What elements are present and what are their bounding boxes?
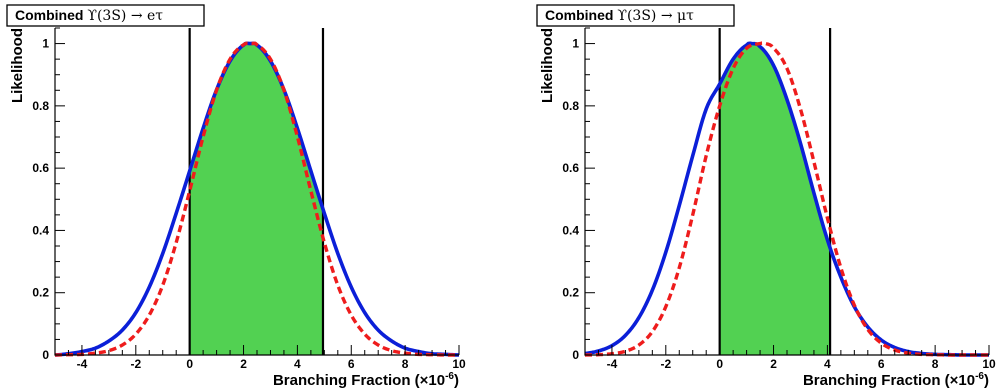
chart-2-x-tick-label: -2 bbox=[660, 357, 671, 371]
chart-2-x-tick-label: 6 bbox=[878, 357, 885, 371]
chart-1-title: Combined ϒ(3S) → eτ bbox=[15, 7, 163, 24]
chart-2-y-tick-label: 0 bbox=[572, 348, 579, 362]
chart-1-y-tick-label: 0.2 bbox=[32, 286, 49, 300]
chart-1-title-box bbox=[6, 4, 205, 27]
chart-1-series-dashed-line bbox=[54, 41, 460, 357]
chart-2-x-axis-label: Branching Fraction (×10-6) bbox=[803, 371, 989, 389]
chart-1-x-tick-label: 8 bbox=[402, 357, 409, 371]
chart-1-x-tick-label: -4 bbox=[77, 357, 88, 371]
chart-1-x-tick-label: 6 bbox=[348, 357, 355, 371]
chart-2-x-tick-label: 2 bbox=[770, 357, 777, 371]
chart-1-y-axis-label: Likelihood bbox=[9, 28, 26, 103]
chart-1-y-tick-label: 0.6 bbox=[32, 161, 49, 175]
chart-1-x-tick-label: 2 bbox=[240, 357, 247, 371]
chart-2-title-box bbox=[536, 4, 735, 27]
chart-2-y-tick-label: 0.4 bbox=[562, 223, 579, 237]
chart-1-shaded-interval bbox=[189, 43, 323, 355]
chart-2-x-tick-label: -4 bbox=[607, 357, 618, 371]
chart-2-x-tick-label: 10 bbox=[982, 357, 996, 371]
chart-1-x-tick-label: -2 bbox=[130, 357, 141, 371]
chart-1-x-tick-label: 4 bbox=[294, 357, 301, 371]
chart-2-y-tick-label: 0.8 bbox=[562, 99, 579, 113]
chart-1: -4 -2 0 2 4 6 8 10 0 0.2 0.4 0.6 0.8 1 Likelihood Branc… bbox=[6, 4, 466, 389]
chart-2: -4 -2 0 2 4 6 8 10 0 0.2 0.4 0.6 0.8 1 Likelihood Branc… bbox=[536, 4, 996, 389]
chart-2-x-tick-label: 0 bbox=[716, 357, 723, 371]
chart-2-x-tick-label: 4 bbox=[824, 357, 831, 371]
chart-2-y-tick-label: 0.2 bbox=[562, 286, 579, 300]
chart-1-y-tick-label: 0.8 bbox=[32, 99, 49, 113]
chart-2-title: Combined ϒ(3S) → μτ bbox=[545, 7, 694, 24]
chart-1-x-axis-label: Branching Fraction (×10-6) bbox=[273, 371, 459, 389]
chart-2-x-tick-label: 8 bbox=[932, 357, 939, 371]
chart-2-y-axis-label: Likelihood bbox=[539, 28, 556, 103]
chart-1-y-tick-label: 0 bbox=[42, 348, 49, 362]
chart-1-y-tick-label: 0.4 bbox=[32, 223, 49, 237]
chart-2-shaded-interval bbox=[719, 43, 831, 356]
chart-2-y-tick-label: 1 bbox=[572, 37, 579, 51]
chart-1-x-tick-label: 10 bbox=[452, 357, 466, 371]
chart-2-y-tick-label: 0.6 bbox=[562, 161, 579, 175]
chart-1-y-tick-label: 1 bbox=[42, 37, 49, 51]
chart-1-x-tick-label: 0 bbox=[186, 357, 193, 371]
